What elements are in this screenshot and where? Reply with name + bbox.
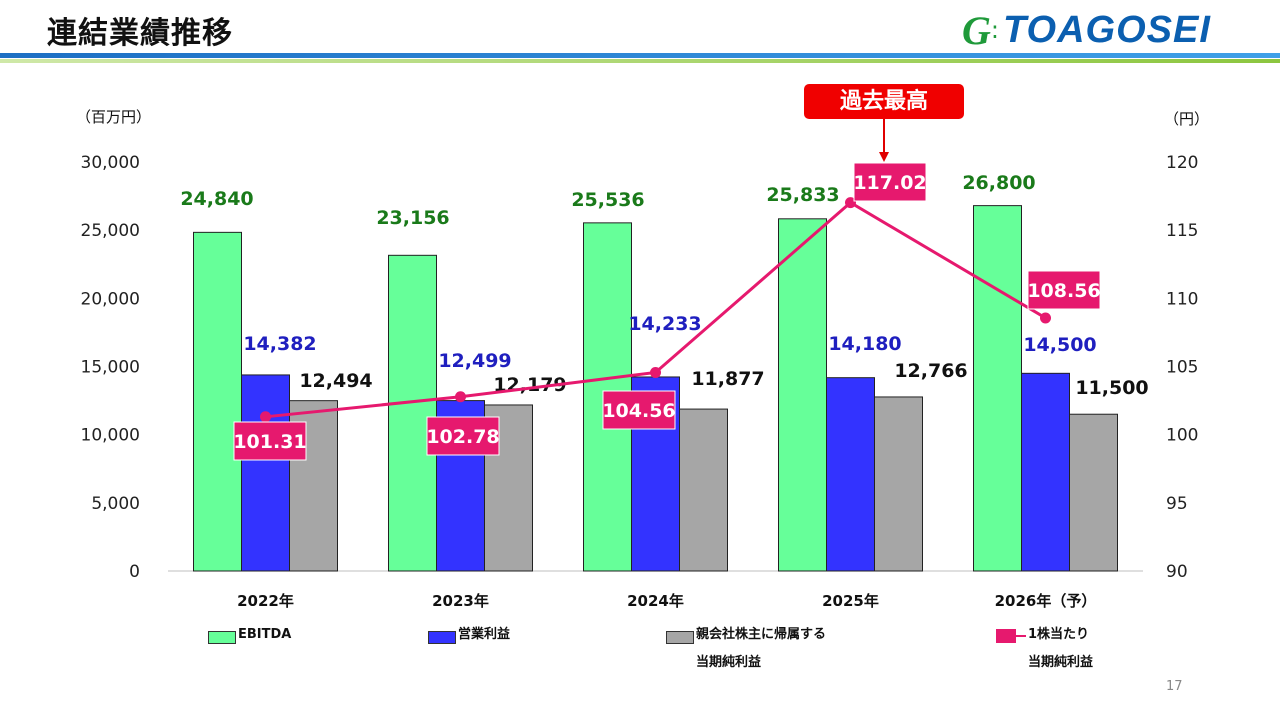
legend-label-line: 親会社株主に帰属する [696,627,827,642]
left-tick-label: 0 [129,562,140,582]
eps-label-box [426,416,500,456]
page-number: 17 [1166,679,1183,694]
legend-operating-profit: 営業利益 [428,627,510,649]
legend-line-marker-icon [996,629,1026,643]
right-tick-label: 105 [1166,358,1198,378]
legend-label-line: 当期純利益 [696,655,762,670]
right-tick-label: 100 [1166,426,1198,446]
data-label-operating-profit: 14,233 [628,313,701,335]
logo-text: TOAGOSEI [1002,8,1211,51]
record-arrow-head-icon [879,152,889,162]
data-label-operating-profit: 14,500 [1023,334,1096,356]
eps-label-box [853,162,927,202]
data-label-net-income: 11,877 [691,368,764,390]
bar-net-income [874,396,923,572]
left-tick-label: 25,000 [81,221,140,241]
eps-data-label: 108.56 [1027,280,1100,302]
data-label-operating-profit: 12,499 [438,350,511,372]
page-title: 連結業績推移 [47,16,233,51]
legend-swatch [208,631,236,644]
data-label-ebitda: 25,536 [571,189,644,211]
left-tick-label: 20,000 [81,289,140,309]
right-tick-label: 110 [1166,289,1198,309]
bar-ebitda [193,231,242,572]
legend-ebitda: EBITDA [208,627,291,649]
eps-point [260,411,271,423]
bar-operating-profit [826,377,875,572]
legend-swatch [428,631,456,644]
data-label-ebitda: 25,833 [766,184,839,206]
left-axis-unit: （百万円） [76,108,152,126]
x-tick-label: 2026年（予） [995,592,1097,610]
eps-label-box [1027,270,1101,310]
left-tick-label: 15,000 [81,358,140,378]
bar-net-income [679,408,728,572]
x-tick-label: 2025年 [822,592,879,610]
data-label-operating-profit: 14,180 [828,333,901,355]
x-tick-label: 2023年 [432,592,489,610]
legend-label: 親会社株主に帰属する 当期純利益 [696,621,826,677]
bar-net-income [1069,413,1118,572]
eps-data-label: 104.56 [602,400,675,422]
eps-label-box [233,421,307,461]
legend-label: 営業利益 [458,627,511,642]
eps-data-label: 101.31 [233,431,306,453]
eps-point [845,197,856,209]
header-divider-green [0,59,1280,63]
logo-mark-icon: G [962,7,991,53]
legend-eps: 1株当たり当期純利益 [996,627,1093,677]
right-tick-label: 115 [1166,221,1198,241]
bar-operating-profit [1021,372,1070,572]
logo-dot-icon: : [990,16,999,44]
company-logo: G: TOAGOSEI [962,7,1211,53]
data-label-ebitda: 26,800 [962,172,1035,194]
data-label-ebitda: 23,156 [376,207,449,229]
eps-point [1040,312,1051,324]
left-tick-label: 30,000 [81,153,140,173]
legend-label-line: 当期純利益 [1028,655,1094,670]
legend-net-income: 親会社株主に帰属する 当期純利益 [666,627,826,677]
data-label-ebitda: 24,840 [180,188,253,210]
eps-point [650,366,661,378]
bar-ebitda [973,205,1022,572]
right-tick-label: 95 [1166,494,1188,514]
legend-label: EBITDA [238,627,292,642]
eps-data-label: 102.78 [426,426,499,448]
header-divider-blue [0,53,1280,58]
left-tick-label: 10,000 [81,426,140,446]
eps-data-label: 117.02 [853,172,926,194]
eps-point [455,391,466,403]
legend-label: 1株当たり当期純利益 [1028,621,1093,677]
legend-swatch [666,631,694,644]
right-tick-label: 120 [1166,153,1198,173]
left-tick-label: 5,000 [91,494,140,514]
right-axis-unit: （円） [1164,110,1210,128]
x-tick-label: 2022年 [237,592,294,610]
data-label-net-income: 12,494 [299,370,372,392]
data-label-net-income: 11,500 [1075,377,1148,399]
legend-label-line: 1株当たり [1028,627,1090,642]
data-label-net-income: 12,766 [894,360,967,382]
data-label-operating-profit: 14,382 [243,333,316,355]
right-tick-label: 90 [1166,562,1188,582]
record-high-badge: 過去最高 [804,84,964,119]
x-tick-label: 2024年 [627,592,684,610]
eps-label-box [602,390,676,430]
bar-operating-profit [241,374,290,572]
bar-ebitda [778,218,827,572]
bar-ebitda [388,254,437,572]
